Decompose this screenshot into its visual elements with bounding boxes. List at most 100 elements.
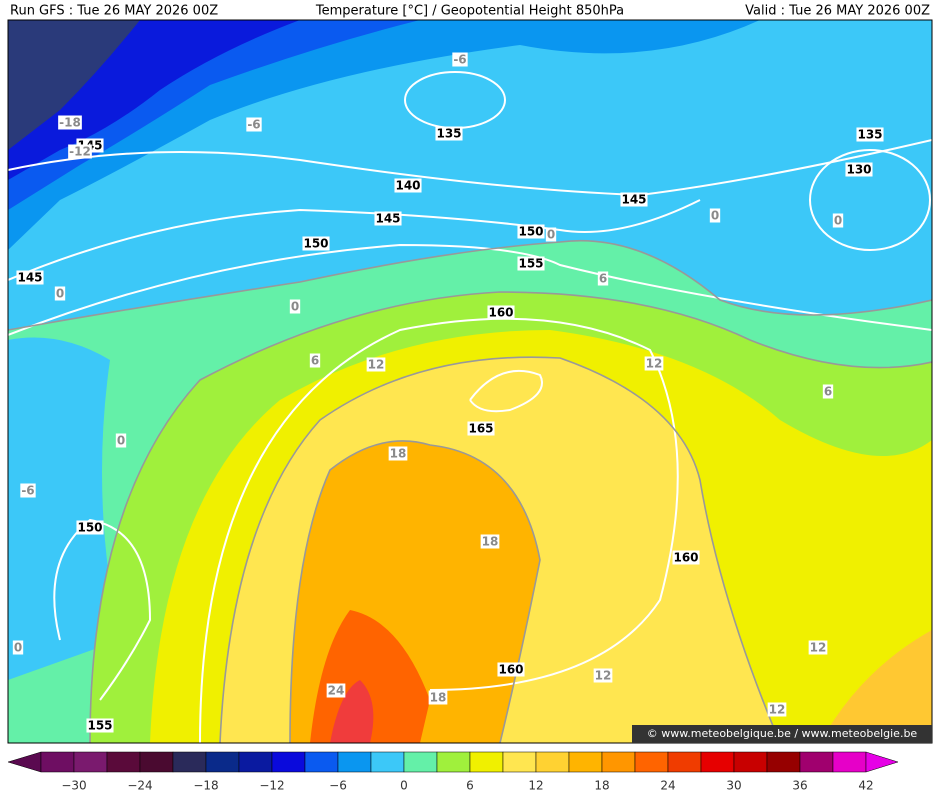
colorbar-swatch <box>271 751 306 773</box>
contour-label-text: 18 <box>482 535 499 549</box>
contour-label: 0 <box>709 208 721 223</box>
contour-label: 12 <box>808 640 828 655</box>
label-bg <box>832 213 844 228</box>
temperature-contour <box>289 440 541 743</box>
contour-label: 6 <box>309 353 321 368</box>
label-bg <box>58 115 82 130</box>
contour-label: 0 <box>12 640 24 655</box>
contour-label: 24 <box>326 683 346 698</box>
map: 1451351401451501451501551601451351301651… <box>7 19 933 744</box>
contour-label: 155 <box>517 256 545 271</box>
label-bg <box>54 286 66 301</box>
contour-label-text: 6 <box>824 385 832 399</box>
colorbar-swatch <box>337 751 372 773</box>
contour-label: 165 <box>467 421 495 436</box>
contour-label: 18 <box>428 690 448 705</box>
valid-info: Valid : Tue 26 MAY 2026 00Z <box>745 4 930 19</box>
label-bg <box>289 299 301 314</box>
colorbar-swatch <box>73 751 108 773</box>
contour-label-text: 18 <box>430 691 447 705</box>
colorbar-swatch <box>106 751 141 773</box>
colorbar-tick-label: −12 <box>259 779 284 793</box>
contour-label-text: 0 <box>711 209 719 223</box>
label-bg <box>709 208 721 223</box>
label-bg <box>856 127 884 142</box>
contour-label-text: 135 <box>857 128 882 142</box>
contour-label: 135 <box>856 127 884 142</box>
contour-label: 18 <box>388 446 408 461</box>
colorbar-tick-label: 36 <box>792 779 807 793</box>
contour-label: 140 <box>394 178 422 193</box>
label-bg <box>644 356 664 371</box>
contour-label: 145 <box>16 270 44 285</box>
contour-label-text: 12 <box>368 358 385 372</box>
contour-label: 12 <box>767 702 787 717</box>
colorbar-swatch <box>172 751 207 773</box>
colorbar-swatch <box>40 751 75 773</box>
colorbar-swatch <box>205 751 240 773</box>
contour-label-text: 6 <box>599 272 607 286</box>
colorbar-swatch <box>238 751 273 773</box>
temperature-contour <box>219 356 781 743</box>
height-contour <box>8 139 932 197</box>
contour-label-text: 150 <box>303 237 328 251</box>
colorbar-tick-label: 24 <box>660 779 675 793</box>
map-frame <box>7 19 933 744</box>
colorbar-swatch <box>667 751 702 773</box>
height-contour <box>809 149 931 251</box>
height-contour <box>199 317 679 743</box>
colorbar-swatch <box>502 751 537 773</box>
contour-label: 135 <box>435 126 463 141</box>
contour-label-text: -18 <box>59 116 81 130</box>
contour-label-text: 0 <box>291 300 299 314</box>
label-bg <box>620 192 648 207</box>
contour-label: 6 <box>822 384 834 399</box>
contour-label: -12 <box>68 144 92 159</box>
contour-label-text: 18 <box>390 447 407 461</box>
contour-label-text: 0 <box>56 287 64 301</box>
contour-label: 130 <box>845 162 873 177</box>
label-bg <box>86 718 114 733</box>
contour-label-text: 145 <box>375 212 400 226</box>
colorbar-tick-label: −24 <box>127 779 152 793</box>
contour-label: -6 <box>452 52 468 67</box>
contour-label-text: 12 <box>810 641 827 655</box>
contour-label-text: 24 <box>328 684 345 698</box>
contour-label: 150 <box>517 224 545 239</box>
label-bg <box>452 52 468 67</box>
contour-label-text: 150 <box>77 521 102 535</box>
contour-label-text: 160 <box>498 663 523 677</box>
contour-label: 0 <box>54 286 66 301</box>
colorbar-tick-label: −6 <box>329 779 347 793</box>
label-bg <box>68 144 92 159</box>
colorbar-swatch <box>535 751 570 773</box>
temperature-contours <box>8 239 932 743</box>
contour-label-text: 12 <box>646 357 663 371</box>
colorbar-swatch <box>436 751 471 773</box>
contour-label-text: 130 <box>846 163 871 177</box>
contour-label-text: 150 <box>518 225 543 239</box>
contour-label: 12 <box>644 356 664 371</box>
contour-label-text: 165 <box>468 422 493 436</box>
colorbar-tick-label: 42 <box>858 779 873 793</box>
contour-label: 160 <box>672 550 700 565</box>
contour-label: -6 <box>20 483 36 498</box>
label-bg <box>497 662 525 677</box>
contour-label: 0 <box>115 433 127 448</box>
label-bg <box>388 446 408 461</box>
colorbar-swatch <box>469 751 504 773</box>
contour-label: 145 <box>620 192 648 207</box>
colorbar: −30 −24 −18 −12 −6 0 6 12 18 24 30 36 42 <box>7 751 899 793</box>
label-bg <box>845 162 873 177</box>
field-east-warm <box>820 630 932 743</box>
label-bg <box>12 640 24 655</box>
colorbar-swatch <box>733 751 768 773</box>
colorbar-swatch <box>634 751 669 773</box>
contour-label: 150 <box>76 520 104 535</box>
contour-label: -6 <box>246 117 262 132</box>
contour-label-text: 0 <box>834 214 842 228</box>
height-contour <box>469 369 543 413</box>
colorbar-tick-label: 12 <box>528 779 543 793</box>
credit-bg <box>632 725 932 743</box>
colorbar-tick-label: 0 <box>400 779 408 793</box>
